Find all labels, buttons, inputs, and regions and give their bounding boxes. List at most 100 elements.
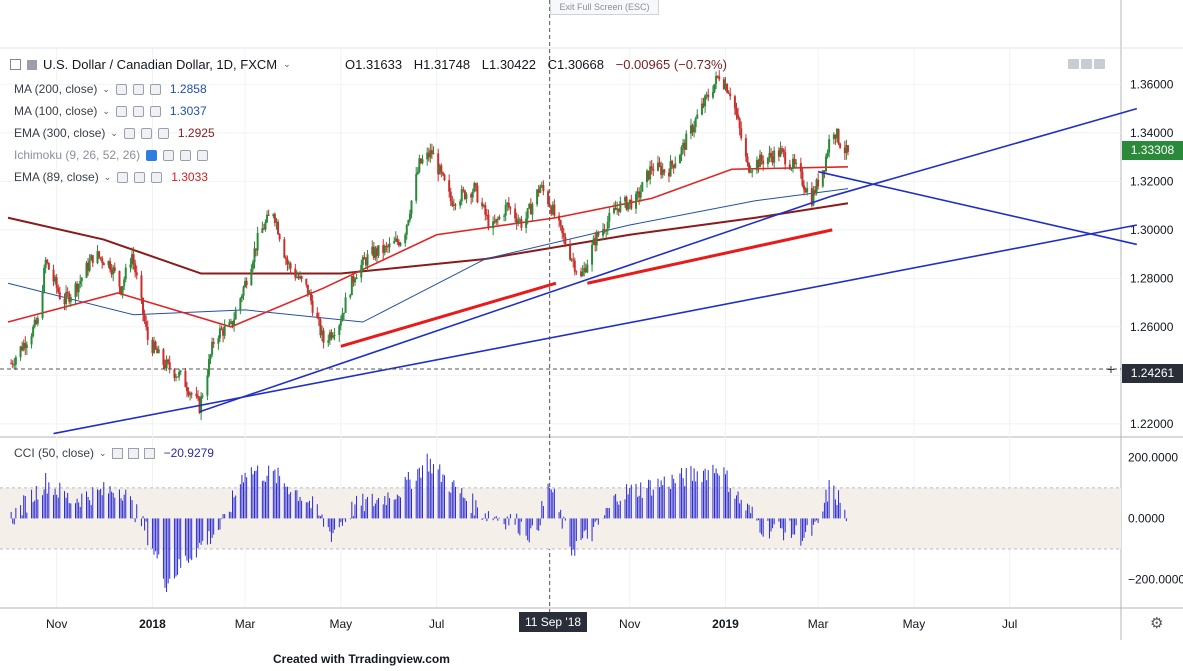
candle-body: [652, 169, 655, 171]
candle-body: [233, 319, 236, 326]
time-tick-label: May: [330, 617, 353, 631]
close-icon[interactable]: [149, 83, 161, 95]
visibility-toggle-icon[interactable]: [146, 149, 158, 161]
candle-body: [408, 213, 411, 221]
chevron-down-icon[interactable]: ⌄: [103, 171, 112, 182]
move-up-icon[interactable]: [1068, 59, 1079, 69]
gear-icon[interactable]: [163, 149, 175, 161]
candle-body: [771, 156, 774, 163]
candle-body: [74, 283, 77, 298]
symbol-title[interactable]: U.S. Dollar / Canadian Dollar, 1D, FXCM: [43, 57, 278, 72]
candle-body: [255, 248, 258, 251]
candle-body: [47, 262, 50, 270]
time-tick-label: Jul: [1002, 617, 1017, 631]
study-ichimoku[interactable]: Ichimoku (9, 26, 52, 26): [14, 148, 209, 162]
gear-icon[interactable]: [132, 83, 144, 95]
candle-body: [547, 191, 550, 205]
chevron-down-icon[interactable]: ⌄: [102, 105, 110, 116]
candle-body: [377, 245, 380, 256]
candle-body: [674, 163, 677, 168]
candle-body: [707, 94, 710, 98]
exit-fullscreen-button[interactable]: Exit Full Screen (ESC): [550, 0, 659, 15]
candle-body: [57, 287, 60, 293]
eye-icon[interactable]: [123, 127, 135, 139]
study-ma200[interactable]: MA (200, close) ⌄ 1.2858: [14, 82, 207, 96]
candle-body: [713, 83, 716, 92]
settings-gear-icon[interactable]: ⚙: [1150, 615, 1164, 632]
candle-body: [470, 194, 473, 198]
gear-icon[interactable]: [134, 171, 146, 183]
candle-body: [253, 248, 256, 263]
candle-body: [691, 125, 694, 133]
candle-body: [267, 214, 270, 216]
candle-body: [514, 208, 517, 219]
gear-icon[interactable]: [140, 127, 152, 139]
close-icon[interactable]: [149, 105, 161, 117]
eye-icon[interactable]: [117, 171, 129, 183]
candle-body: [526, 208, 529, 219]
time-tick-label: Nov: [619, 617, 640, 631]
close-icon[interactable]: [157, 127, 169, 139]
candle-body: [448, 180, 451, 192]
braces-icon[interactable]: [180, 149, 192, 161]
gear-icon[interactable]: [132, 105, 144, 117]
candle-body: [229, 321, 232, 323]
candle-body: [278, 234, 281, 240]
candle-body: [507, 202, 510, 208]
eye-icon[interactable]: [115, 83, 127, 95]
candle-body: [782, 149, 785, 153]
study-ma100[interactable]: MA (100, close) ⌄ 1.3037: [14, 104, 207, 118]
study-ema89[interactable]: EMA (89, close) ⌄ 1.3033: [14, 170, 208, 184]
candle-body: [87, 262, 90, 271]
candle-body: [454, 204, 457, 206]
gear-icon[interactable]: [127, 447, 139, 459]
time-tick-label: Mar: [808, 617, 829, 631]
candle-body: [757, 160, 760, 168]
cci-legend[interactable]: CCI (50, close) ⌄ −20.9279: [14, 446, 214, 460]
eye-icon[interactable]: [111, 447, 123, 459]
candle-body: [517, 220, 520, 224]
candle-body: [32, 326, 35, 337]
candle-body: [196, 395, 199, 398]
eye-icon[interactable]: [115, 105, 127, 117]
candle-body: [694, 118, 697, 128]
close-icon[interactable]: [151, 171, 163, 183]
candle-body: [603, 229, 606, 232]
candle-body: [573, 260, 576, 272]
candle-body: [591, 244, 594, 265]
candle-body: [441, 172, 444, 175]
candle-body: [630, 199, 633, 209]
candle-body: [540, 185, 543, 187]
candle-body: [154, 341, 157, 349]
chevron-down-icon[interactable]: ⌄: [102, 83, 110, 94]
move-down-icon[interactable]: [1081, 59, 1092, 69]
candle-body: [656, 162, 659, 171]
chevron-down-icon[interactable]: ⌄: [283, 59, 291, 69]
candle-body: [597, 232, 600, 236]
candle-body: [178, 371, 181, 377]
price-tick-label: 1.22000: [1130, 417, 1174, 431]
candle-body: [813, 190, 816, 194]
study-ema300[interactable]: EMA (300, close) ⌄ 1.2925: [14, 126, 215, 140]
candle-body: [333, 335, 336, 337]
candle-body: [145, 321, 148, 327]
chevron-down-icon[interactable]: ⌄: [99, 447, 107, 458]
chevron-down-icon[interactable]: ⌄: [110, 127, 118, 138]
candle-body: [572, 259, 575, 261]
candle-body: [669, 160, 672, 177]
close-icon[interactable]: [143, 447, 155, 459]
collapse-icon[interactable]: [10, 59, 21, 70]
candle-body: [266, 214, 269, 223]
candle-body: [228, 322, 231, 327]
candle-body: [174, 376, 177, 378]
candle-body: [460, 189, 463, 202]
candle-body: [451, 201, 454, 206]
candle-body: [528, 204, 531, 209]
close-icon[interactable]: [197, 149, 209, 161]
candle-body: [476, 185, 479, 203]
maximize-icon[interactable]: [1094, 59, 1105, 69]
candle-body: [705, 94, 708, 96]
footer-note: Created with Trradingview.com: [273, 652, 450, 666]
candle-body: [338, 325, 341, 336]
